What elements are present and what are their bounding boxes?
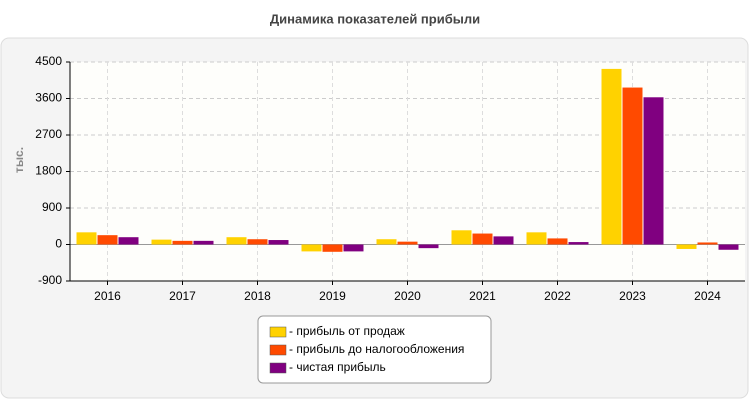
bar	[322, 244, 343, 252]
legend-swatch	[269, 344, 287, 356]
bar	[118, 237, 139, 245]
bar	[172, 240, 193, 245]
bar	[151, 239, 172, 245]
legend-swatch	[269, 362, 287, 374]
x-tick-label: 2020	[394, 289, 421, 303]
bar	[247, 239, 268, 245]
bar	[547, 238, 568, 245]
bar	[268, 240, 289, 245]
bar	[526, 232, 547, 245]
bar	[76, 232, 97, 245]
y-tick-label: 3600	[35, 91, 62, 105]
bar	[97, 235, 118, 245]
x-tick-label: 2021	[469, 289, 496, 303]
legend	[257, 315, 492, 384]
y-tick-label: -900	[38, 273, 62, 287]
x-tick-label: 2018	[244, 289, 271, 303]
bar	[622, 87, 643, 245]
bar	[193, 240, 214, 245]
x-tick-label: 2024	[694, 289, 721, 303]
x-tick-label: 2023	[619, 289, 646, 303]
bar	[718, 244, 739, 250]
y-tick-label: 4500	[35, 54, 62, 68]
y-tick-label: 0	[55, 237, 62, 251]
legend-label: - прибыль до налогообложения	[289, 342, 464, 356]
x-tick-label: 2019	[319, 289, 346, 303]
bar	[397, 241, 418, 245]
legend-label: - прибыль от продаж	[289, 324, 405, 338]
bar	[472, 233, 493, 245]
x-tick-label: 2022	[544, 289, 571, 303]
x-tick-label: 2016	[94, 289, 121, 303]
y-axis-label: тыс.	[12, 147, 26, 173]
bar	[676, 244, 697, 249]
bar	[601, 68, 622, 245]
legend-label: - чистая прибыль	[289, 360, 386, 374]
bar	[301, 244, 322, 252]
bar	[376, 239, 397, 245]
y-tick-label: 900	[42, 200, 62, 214]
bar	[697, 242, 718, 245]
y-tick-label: 2700	[35, 127, 62, 141]
bar	[418, 244, 439, 249]
x-tick-label: 2017	[169, 289, 196, 303]
bar	[451, 230, 472, 245]
bar	[568, 242, 589, 245]
legend-swatch	[269, 326, 287, 338]
bar	[343, 244, 364, 252]
bar	[226, 237, 247, 245]
chart-title: Динамика показателей прибыли	[270, 11, 480, 26]
y-tick-label: 1800	[35, 164, 62, 178]
bar	[643, 97, 664, 245]
bar	[493, 236, 514, 245]
